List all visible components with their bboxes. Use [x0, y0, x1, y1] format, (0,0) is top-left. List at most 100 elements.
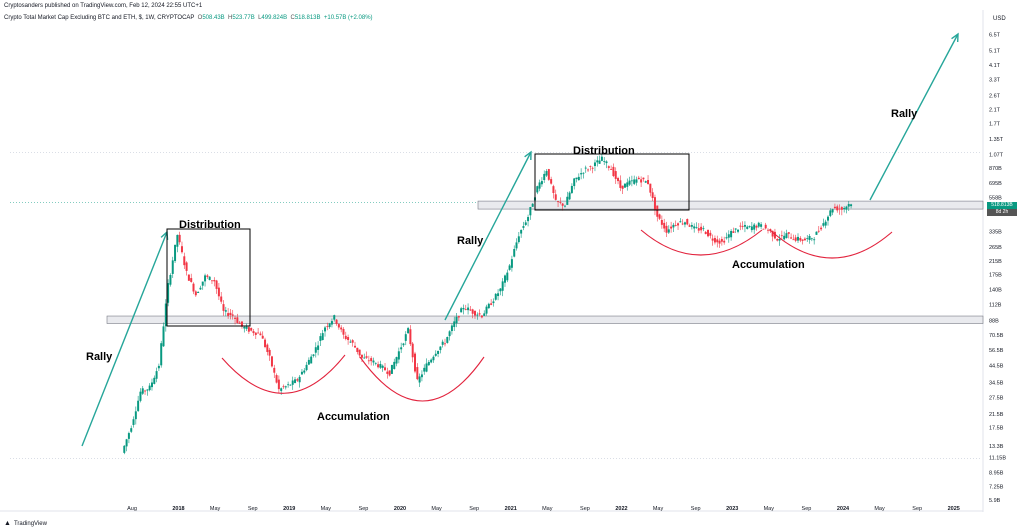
accumulation-arc-1: [221, 354, 346, 394]
candle-body: [520, 229, 523, 234]
candle-body: [444, 343, 447, 345]
y-tick-label: 17.5B: [989, 426, 1004, 432]
rally-arrow-2: [444, 151, 532, 321]
candle-body: [446, 336, 449, 343]
candle-body: [743, 224, 746, 227]
candle-body: [529, 207, 532, 216]
candle-body: [464, 308, 467, 310]
candle-body: [776, 238, 779, 241]
candle-body: [224, 310, 227, 312]
candle-body: [563, 205, 566, 207]
candle-body: [210, 280, 213, 282]
candle-body: [596, 160, 599, 163]
candle-body: [806, 238, 809, 240]
candle-body: [418, 376, 421, 383]
tradingview-logo[interactable]: ▲ TradingView: [4, 520, 47, 527]
candle-body: [612, 166, 615, 177]
candle-body: [695, 227, 698, 228]
candle-body: [289, 384, 292, 386]
candle-body: [718, 240, 721, 244]
candle-body: [185, 262, 188, 271]
candle-body: [473, 311, 476, 316]
y-tick-label: 7.25B: [989, 484, 1004, 490]
candle-body: [305, 364, 308, 371]
candle-body: [503, 275, 506, 283]
y-tick-label: 11.15B: [989, 456, 1006, 462]
last-price-tag: 518.813B: [987, 202, 1017, 209]
candle-body: [434, 353, 437, 356]
candle-body: [390, 364, 393, 374]
candle-body: [815, 231, 818, 235]
ohlc-line: Crypto Total Market Cap Excluding BTC an…: [4, 15, 373, 21]
candle-body: [667, 229, 670, 233]
candle-body: [360, 354, 363, 358]
candle-body: [257, 332, 260, 334]
y-tick-label: 3.3T: [989, 78, 1001, 84]
candle-body: [679, 221, 682, 223]
rally-label-2: Rally: [457, 235, 484, 247]
y-tick-label: 335B: [989, 230, 1002, 236]
candle-body: [730, 230, 733, 238]
candle-body: [584, 167, 587, 169]
candle-body: [490, 303, 493, 305]
candle-body: [370, 358, 373, 362]
candle-body: [478, 313, 481, 315]
candle-body: [250, 327, 253, 331]
candle-body: [531, 203, 534, 207]
candle-body: [273, 367, 276, 373]
candle-body: [499, 288, 502, 292]
candle-body: [741, 225, 744, 227]
distribution-label-2: Distribution: [573, 145, 635, 157]
candle-body: [407, 328, 410, 334]
y-tick-label: 27.5B: [989, 396, 1004, 402]
candle-body: [554, 194, 557, 200]
candle-body: [238, 322, 241, 324]
high-value: 523.77B: [232, 15, 255, 21]
candle-body: [568, 192, 571, 200]
candle-body: [600, 156, 603, 161]
candle-body: [713, 238, 716, 243]
candle-body: [506, 272, 509, 281]
candle-body: [771, 230, 774, 237]
candle-body: [194, 291, 197, 296]
candle-body: [245, 326, 248, 329]
rally-arrow-3: [869, 33, 959, 201]
candle-body: [527, 217, 530, 222]
price-series: [123, 153, 853, 455]
candle-body: [614, 171, 617, 179]
candle-body: [697, 228, 700, 231]
change-value: +10.57B (+2.08%): [323, 15, 373, 21]
candle-body: [702, 228, 705, 230]
candle-body: [757, 222, 760, 227]
candle-body: [515, 242, 518, 249]
candle-body: [280, 388, 283, 391]
candle-body: [792, 239, 795, 241]
candle-body: [557, 201, 560, 203]
candle-body: [243, 326, 246, 329]
candle-body: [672, 224, 675, 228]
candle-body: [617, 178, 620, 182]
candle-body: [284, 386, 287, 388]
candle-body: [704, 231, 707, 235]
candle-body: [310, 356, 313, 364]
candle-body: [497, 293, 500, 297]
candle-body: [810, 238, 813, 240]
candle-body: [282, 386, 285, 388]
candle-body: [619, 180, 622, 188]
x-tick-label: Sep: [691, 506, 701, 512]
candle-body: [649, 183, 652, 193]
candle-body: [570, 185, 573, 193]
x-tick-label: May: [764, 506, 775, 512]
candle-body: [538, 182, 541, 189]
grid: [0, 10, 984, 512]
x-tick-label: 2023: [726, 506, 738, 512]
candle-body: [591, 167, 594, 169]
candle-body: [222, 304, 225, 311]
y-tick-label: 56.5B: [989, 348, 1004, 354]
candle-body: [801, 239, 804, 241]
accumulation-label-1: Accumulation: [317, 411, 390, 423]
y-tick-label: 8.95B: [989, 470, 1004, 476]
y-tick-label: 5.9B: [989, 498, 1001, 504]
candle-body: [356, 347, 359, 352]
y-tick-label: 215B: [989, 259, 1002, 265]
